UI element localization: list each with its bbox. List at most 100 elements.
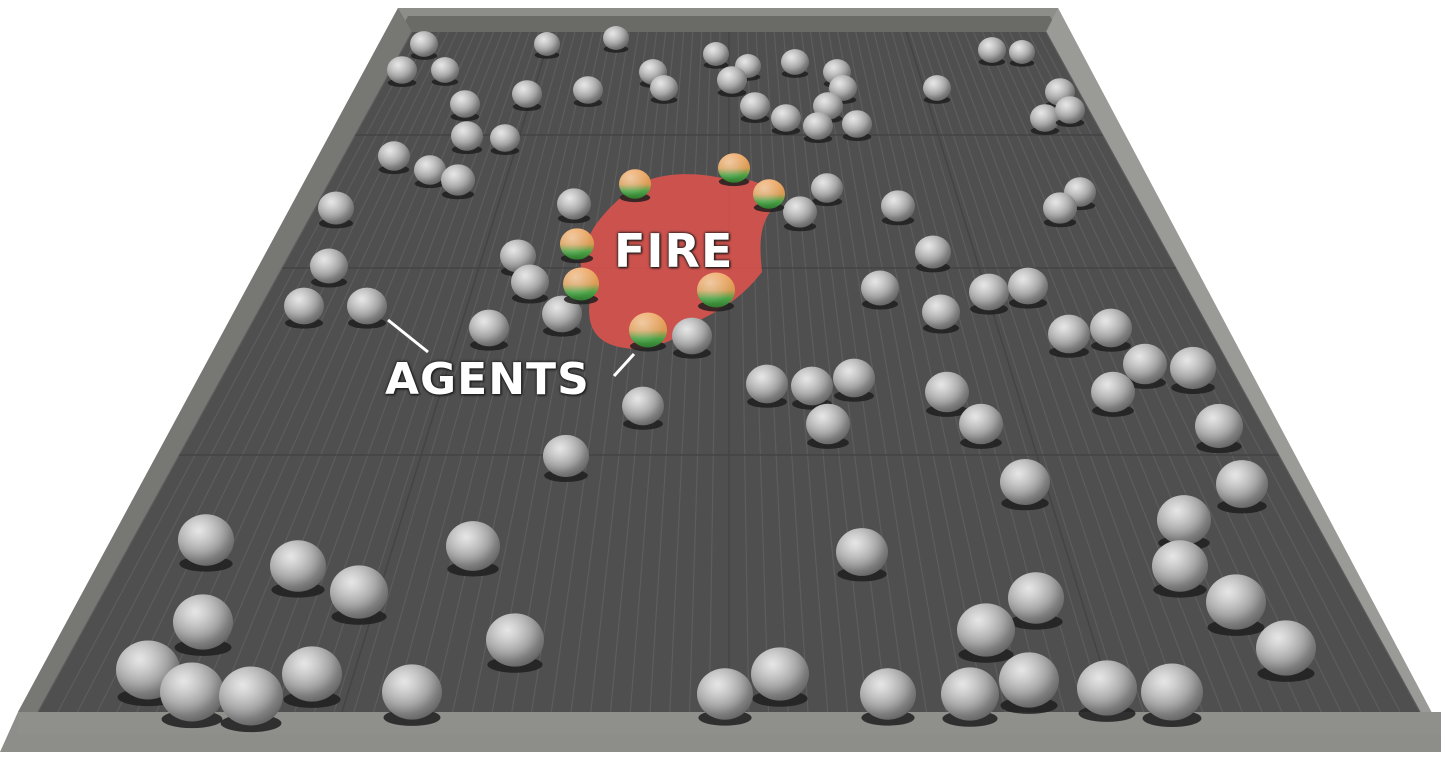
agent-idle xyxy=(318,191,354,229)
floor-stripe xyxy=(855,31,1006,713)
floor-stripe xyxy=(195,31,486,713)
agent-idle xyxy=(803,112,833,143)
agent-idle xyxy=(1195,403,1243,454)
agent-idle xyxy=(957,603,1015,663)
agent-idle xyxy=(842,110,872,141)
agent-idle xyxy=(378,141,410,175)
agent-idle xyxy=(347,287,387,329)
agent-idle xyxy=(969,273,1009,315)
agent-idle xyxy=(431,57,459,86)
agent-idle xyxy=(1090,308,1132,352)
agent-idle xyxy=(771,104,801,135)
floor-stripe xyxy=(846,31,987,713)
floor-stripe xyxy=(96,31,440,713)
floor-stripe xyxy=(452,31,603,713)
floor-stripe xyxy=(909,31,1125,713)
floor-stripe xyxy=(737,31,750,713)
agent-idle xyxy=(160,662,224,729)
floor-stripe xyxy=(828,31,947,713)
agent-idle xyxy=(178,514,234,572)
agent-idle xyxy=(414,155,446,189)
floor-stripe xyxy=(669,31,703,713)
floor-stripe xyxy=(590,31,667,713)
floor-stripe xyxy=(764,31,809,713)
agent-idle xyxy=(861,270,899,310)
agent-idle xyxy=(923,75,951,104)
agent-idle xyxy=(512,80,542,111)
agent-idle xyxy=(806,403,850,449)
agent-idle xyxy=(1008,267,1048,309)
floor-stripe xyxy=(373,31,567,713)
agent-active xyxy=(629,312,667,352)
arena-wall-right-face xyxy=(1046,8,1441,730)
agents-pointer-left xyxy=(387,318,429,354)
agent-idle xyxy=(310,248,348,288)
grid-line xyxy=(905,31,1117,713)
agent-idle xyxy=(490,124,520,155)
agent-idle xyxy=(1000,459,1050,511)
floor-stripe xyxy=(550,31,649,713)
agent-idle xyxy=(697,668,753,726)
floor-stripe xyxy=(432,31,594,713)
agent-idle xyxy=(922,294,960,334)
agent-idle xyxy=(717,66,747,97)
agent-idle xyxy=(387,56,417,87)
agent-idle xyxy=(703,42,729,69)
agent-idle xyxy=(534,32,560,59)
agent-idle xyxy=(781,49,809,78)
agent-active xyxy=(753,179,785,213)
floor-stripe xyxy=(274,31,522,713)
agent-idle xyxy=(1077,660,1137,722)
agent-idle xyxy=(284,287,324,329)
agent-active xyxy=(619,169,651,203)
floor-stripe xyxy=(954,31,1224,713)
agent-idle xyxy=(410,31,438,60)
agent-idle xyxy=(173,594,233,656)
floor-stripe xyxy=(900,31,1105,713)
agent-idle xyxy=(978,37,1006,66)
floor-stripe xyxy=(76,31,431,713)
agent-idle xyxy=(1123,343,1167,389)
agent-idle xyxy=(446,521,500,577)
agent-idle xyxy=(219,666,283,733)
floor-stripe xyxy=(392,31,576,713)
floor-stripe xyxy=(215,31,495,713)
floor-stripe xyxy=(57,31,422,713)
agent-idle xyxy=(740,92,770,123)
agent-idle xyxy=(959,403,1003,449)
floor-stripe xyxy=(1045,31,1421,713)
floor-stripe xyxy=(530,31,640,713)
floor-stripe xyxy=(570,31,658,713)
floor-stripe xyxy=(609,31,676,713)
floor-stripe xyxy=(491,31,621,713)
agent-idle xyxy=(451,121,483,155)
floor-stripe xyxy=(412,31,585,713)
agent-idle xyxy=(557,188,591,224)
floor-stripe xyxy=(708,31,721,713)
agent-idle xyxy=(833,358,875,402)
agent-idle xyxy=(1256,620,1316,682)
agent-idle xyxy=(650,75,678,104)
agents-pointer-right xyxy=(612,352,636,378)
agent-active xyxy=(718,153,750,187)
agent-idle xyxy=(999,652,1059,714)
agent-idle xyxy=(486,613,544,673)
agent-idle xyxy=(1170,346,1216,394)
agent-idle xyxy=(1141,663,1203,728)
floor-stripe xyxy=(629,31,685,713)
agent-idle xyxy=(270,540,326,598)
agent-idle xyxy=(542,295,582,337)
agent-idle xyxy=(450,90,480,121)
agent-idle xyxy=(469,309,509,351)
agent-idle xyxy=(791,366,833,410)
floor-stripe xyxy=(936,31,1184,713)
floor-stripe xyxy=(837,31,967,713)
agent-active xyxy=(697,272,735,312)
floor-stripe xyxy=(1036,31,1401,713)
floor-stripe xyxy=(511,31,630,713)
agent-idle xyxy=(603,26,629,53)
floor-stripe xyxy=(688,31,712,713)
agent-idle xyxy=(672,317,712,359)
floor-stripe xyxy=(927,31,1164,713)
